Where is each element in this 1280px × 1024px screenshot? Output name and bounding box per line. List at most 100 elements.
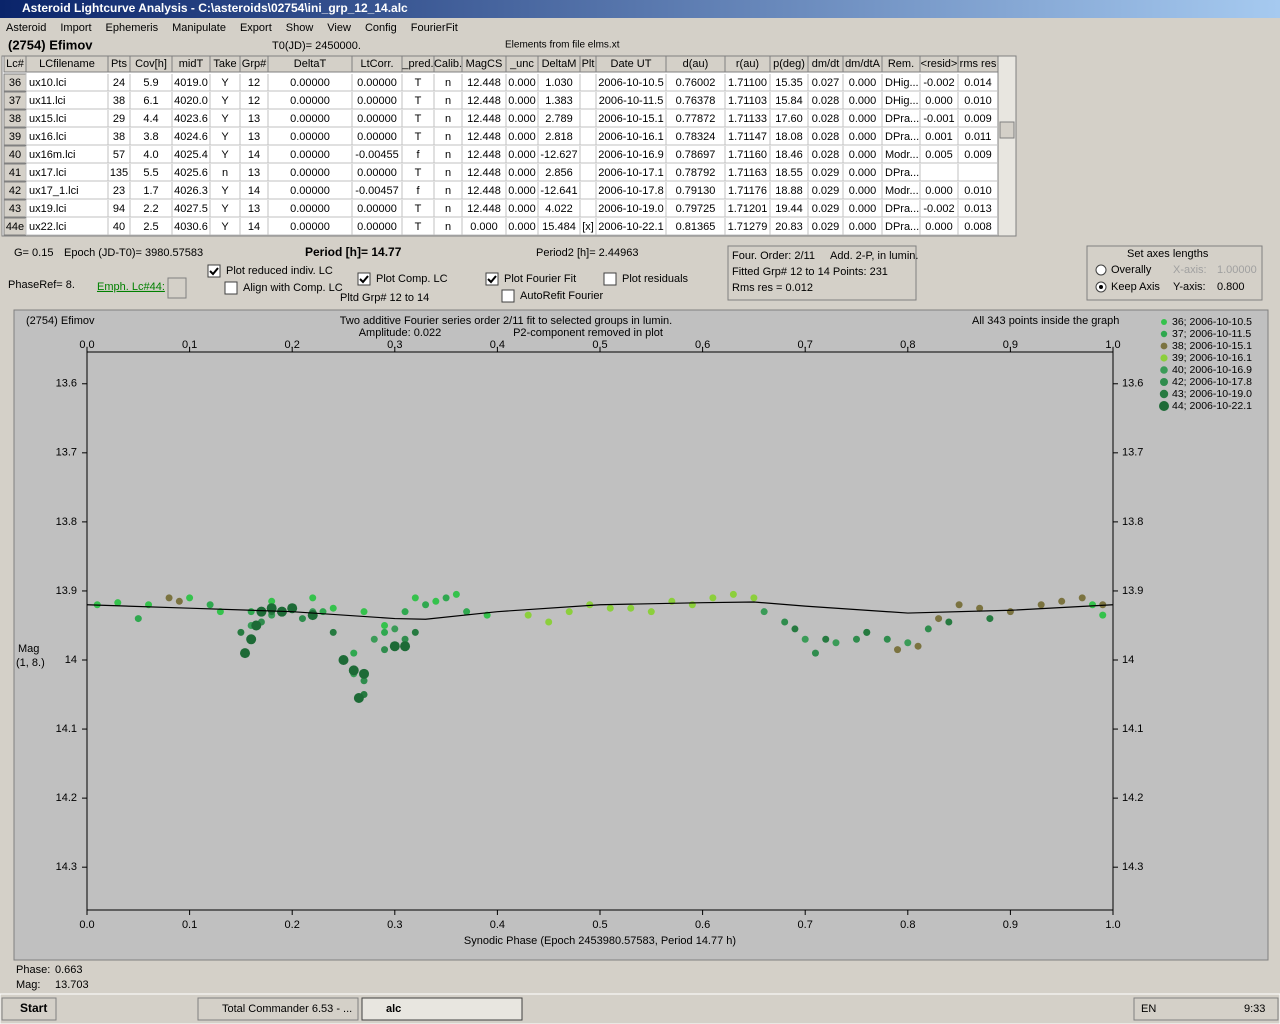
y-tick-label-right: 13.7 [1122,447,1143,459]
table-cell: 0.000 [849,203,877,215]
table-cell: -0.00457 [355,185,398,197]
task-label[interactable]: alc [386,1003,401,1015]
table-cell: 5.9 [143,77,158,89]
menu-item[interactable]: Manipulate [172,22,226,34]
legend-label: 43; 2006-10-19.0 [1172,388,1252,400]
menu-item[interactable]: Asteroid [6,22,46,34]
table-cell: 18.55 [775,167,803,179]
data-point [381,646,389,654]
column-header-label: d(au) [683,58,709,70]
data-point [606,604,614,612]
table-cell: f [416,185,420,197]
legend-marker [1159,401,1169,411]
plot-area [86,351,1114,911]
table-cell: 15.84 [775,95,803,107]
data-point [350,649,358,657]
fourier-info: Fitted Grp# 12 to 14 Points: 231 [732,266,888,278]
language[interactable]: EN [1141,1003,1156,1015]
epoch: Epoch (JD-T0)= 3980.57583 [64,247,203,259]
checkbox[interactable] [603,272,617,286]
table-cell: T [415,77,422,89]
legend-label: 39; 2006-10-16.1 [1172,352,1252,364]
data-point [1088,601,1096,609]
fourier-info: Four. Order: 2/11 [732,250,815,262]
x-tick-label-top: 1.0 [1105,339,1120,351]
x-tick-label-top: 0.1 [182,339,197,351]
radio[interactable] [1095,264,1107,276]
menu-item[interactable]: Show [286,22,314,34]
scroll-thumb[interactable] [999,121,1015,139]
task-button[interactable] [361,997,523,1021]
x-tick-label-top: 0.3 [387,339,402,351]
menu-item[interactable]: Ephemeris [106,22,159,34]
table-cell: DPra... [885,203,919,215]
table-cell: -0.001 [923,113,954,125]
table-cell: 4023.6 [174,113,208,125]
data-point [442,594,450,602]
table-scrollbar[interactable] [997,55,1017,237]
table-cell: 0.00000 [357,203,397,215]
table-cell: 4030.6 [174,221,208,233]
start-label[interactable]: Start [20,1001,47,1015]
data-point [647,608,655,616]
table-cell: 57 [113,149,125,161]
checkbox[interactable] [224,281,238,295]
table-cell: 0.027 [812,77,840,89]
table-cell: 13 [248,167,260,179]
data-point [822,635,830,643]
data-point [298,615,306,623]
table-cell: 14 [248,185,260,197]
legend-marker [1160,378,1168,386]
data-point [811,649,819,657]
table-cell: 0.78324 [676,131,716,143]
table-cell: 0.00000 [357,167,397,179]
data-point [348,665,359,676]
table-cell: 0.000 [508,131,536,143]
table-cell: 14 [248,221,260,233]
table-cell: DPra... [885,113,919,125]
x-tick-label-top: 0.7 [798,339,813,351]
table-cell: 0.028 [812,95,840,107]
table-cell: 1.71176 [728,185,767,197]
menu-item[interactable]: Config [365,22,397,34]
menu-item[interactable]: FourierFit [411,22,458,34]
checkbox[interactable] [501,289,515,303]
table-cell: 4025.4 [174,149,208,161]
menu-item[interactable]: View [327,22,351,34]
data-point [370,635,378,643]
y-tick-label-right: 14.2 [1122,792,1143,804]
fourier-box [727,245,917,301]
data-point [237,628,245,636]
x-axis-title: Synodic Phase (Epoch 2453980.57583, Peri… [464,935,736,947]
checkbox[interactable] [485,272,499,286]
start-button[interactable] [1,997,57,1021]
y-tick-label: 14.2 [56,792,77,804]
data-point [240,648,251,659]
axes-box [1086,245,1263,301]
table-cell: 0.00000 [357,131,397,143]
y-tick-label: 14 [65,654,77,666]
table-cell: T [415,167,422,179]
task-button[interactable] [197,997,359,1021]
column-header[interactable] [957,55,999,73]
menu-item[interactable]: Import [60,22,91,34]
table-cell: 2006-10-22.1 [598,221,663,233]
task-label[interactable]: Total Commander 6.53 - ... [222,1003,352,1015]
table-cell: ux16m.lci [29,149,75,161]
data-point [268,597,276,605]
table-cell: 38 [113,131,125,143]
table-cell: 0.76002 [676,77,716,89]
checkbox[interactable] [357,272,371,286]
column-header-label: Grp# [242,58,267,70]
emph-link[interactable]: Emph. Lc#44: [97,281,165,293]
spin-button[interactable] [167,277,187,299]
legend-marker [1160,366,1168,374]
x-tick-label: 0.9 [1003,919,1018,931]
data-point [853,635,860,643]
data-point [246,634,257,645]
checkbox[interactable] [207,264,221,278]
data-point [400,641,411,652]
y-tick-label-right: 13.6 [1122,378,1143,390]
data-point [186,594,194,602]
menu-item[interactable]: Export [240,22,272,34]
